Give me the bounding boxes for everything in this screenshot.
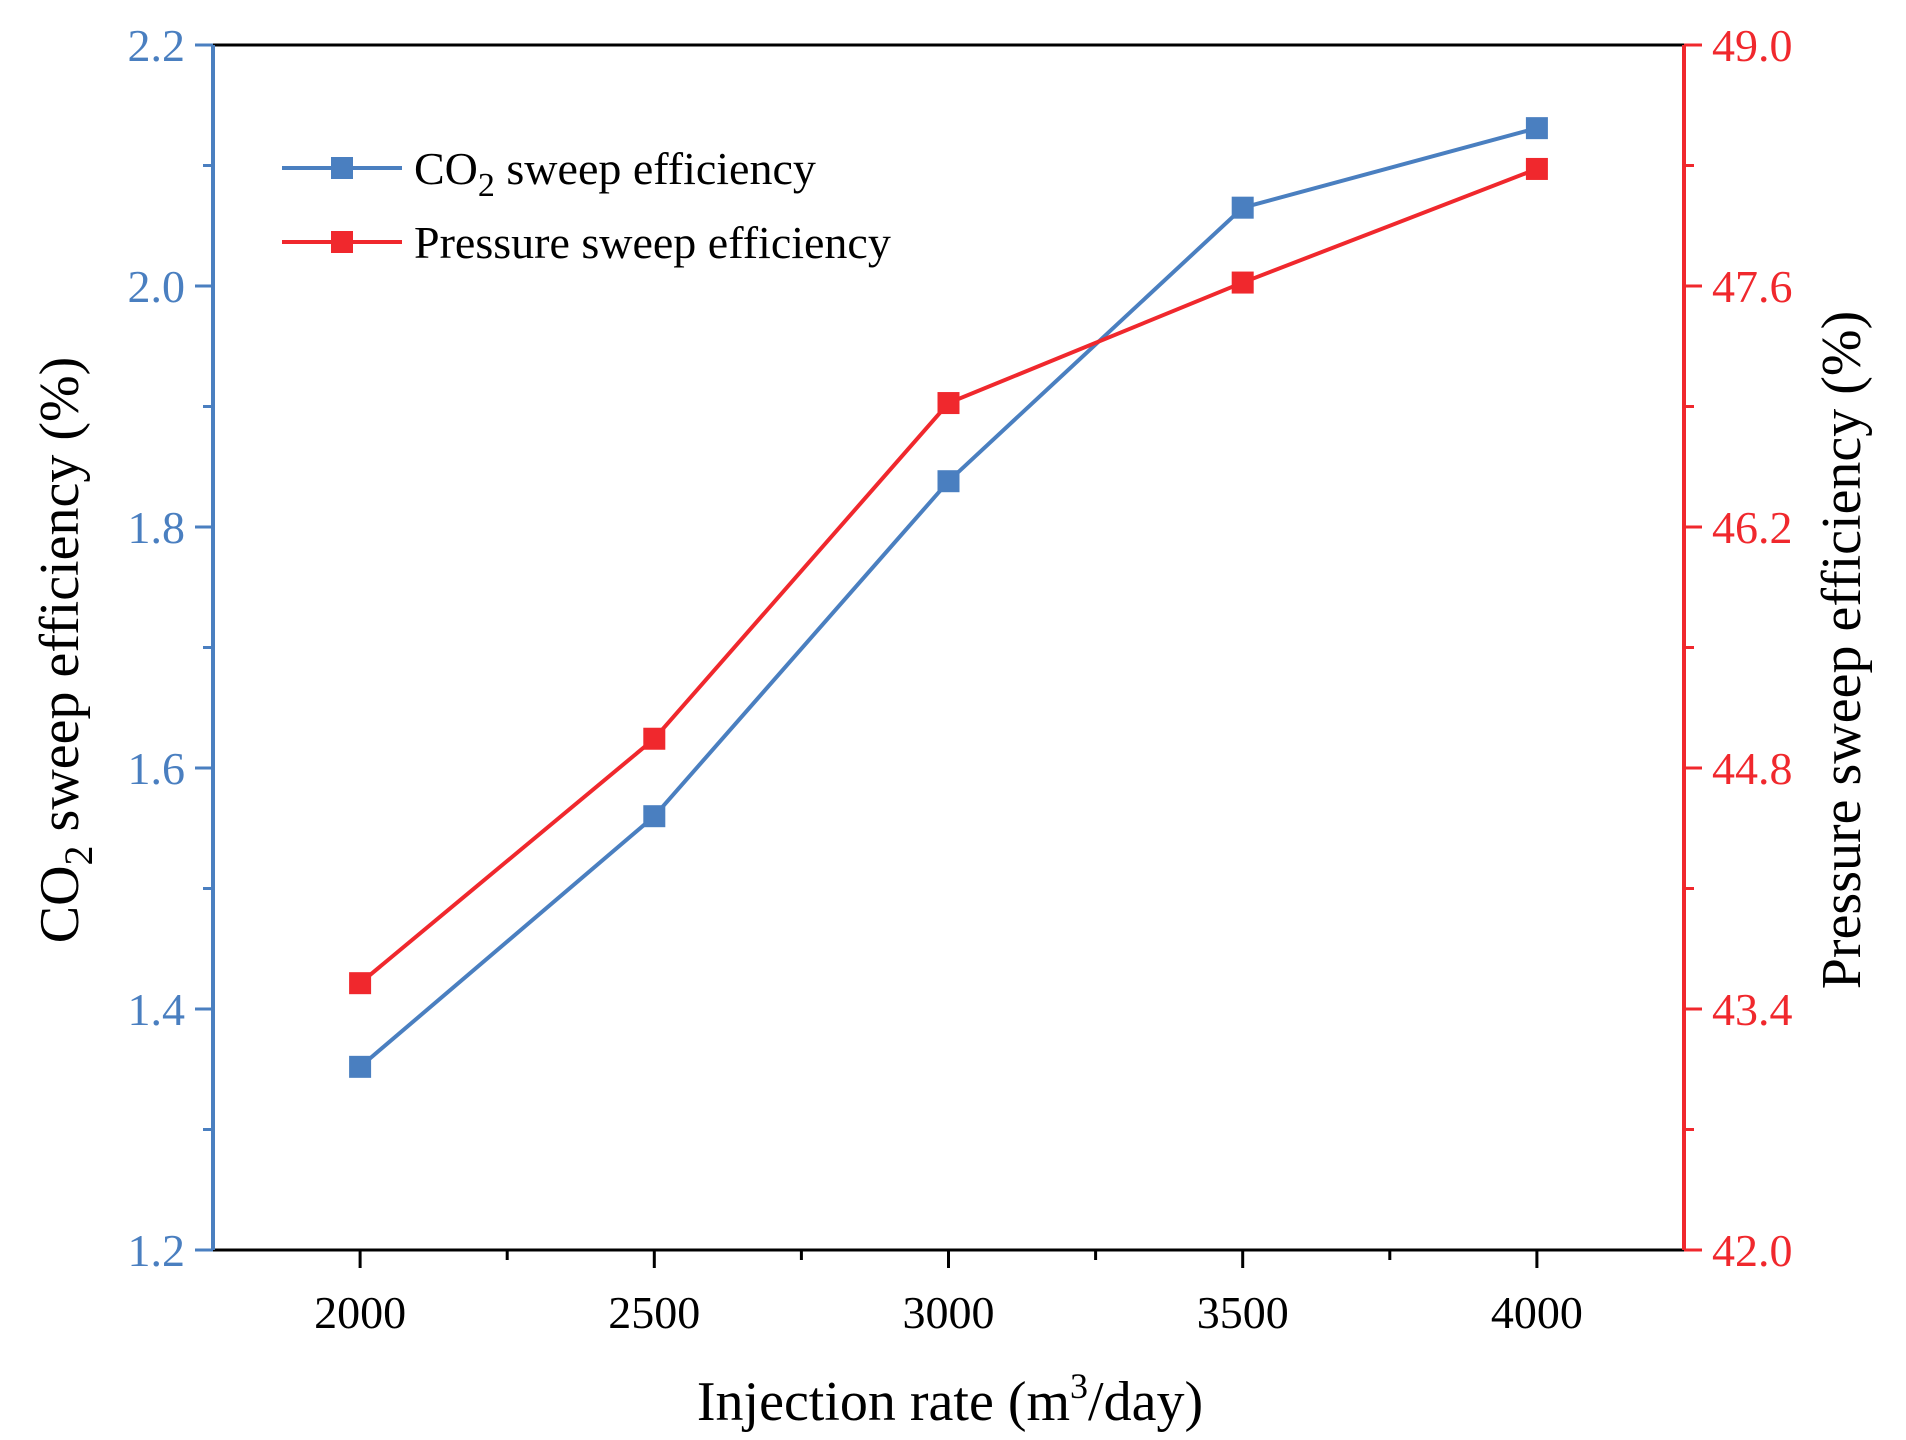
tick-marks [195,43,1702,1268]
right-tick-label: 47.6 [1712,261,1793,312]
left-tick-label: 1.2 [128,1225,186,1276]
x-axis-title-pre: Injection rate (m [697,1371,1070,1433]
left-tick-label: 1.8 [128,502,186,553]
tick-labels: 1.2 1.4 1.6 1.8 2.0 2.2 42.0 43.4 44.8 46.2 47.6 49… [128,20,1793,1338]
series-1-marker [349,1055,372,1078]
x-tick-label: 4000 [1491,1287,1583,1338]
series-1-marker [643,805,666,828]
x-tick-label: 3500 [1197,1287,1289,1338]
series-line-1 [358,126,1538,1069]
legend-label-text: CO [414,143,478,194]
series-2-marker [643,727,666,750]
x-tick-label: 2500 [608,1287,700,1338]
series-2-marker [1525,157,1548,180]
left-axis-title-pre: CO [29,865,91,943]
series-2-marker [349,972,372,995]
right-tick-label: 46.2 [1712,502,1793,553]
series-1-marker [1525,117,1548,140]
right-tick-label: 43.4 [1712,984,1793,1035]
right-axis-title: Pressure sweep efficiency (%) [1811,311,1873,989]
series-2-marker [1231,271,1254,294]
x-axis-title-sup: 3 [1070,1366,1088,1406]
left-axis-title-post: sweep efficiency (%) [29,357,91,846]
x-axis-title-post: /day) [1088,1371,1203,1433]
left-axis-title-sub: 2 [56,845,101,865]
legend-label-subscript: 2 [478,167,495,204]
x-axis-title: Injection rate (m3/day) [697,1366,1203,1433]
legend-label-1: CO2 sweep efficiency [414,143,816,204]
right-tick-label: 44.8 [1712,743,1793,794]
left-axis-title: CO2 sweep efficiency (%) [29,357,101,944]
left-tick-label: 1.6 [128,743,186,794]
legend-marker-2 [331,231,353,253]
left-tick-label: 2.0 [128,261,186,312]
x-tick-label: 3000 [903,1287,995,1338]
legend: CO2 sweep efficiency Pressure sweep effic… [282,143,891,268]
left-tick-label: 2.2 [128,20,186,71]
legend-label-2: Pressure sweep efficiency [414,217,891,268]
legend-marker-1 [331,157,353,179]
series-1-marker [937,470,960,493]
series-1-marker [1231,196,1254,219]
x-tick-label: 2000 [314,1287,406,1338]
left-tick-label: 1.4 [128,984,186,1035]
legend-label-text: Pressure sweep efficiency [414,217,891,268]
right-tick-label: 42.0 [1712,1225,1793,1276]
legend-label-rest: sweep efficiency [495,143,816,194]
data-series [349,117,1548,1078]
right-tick-label: 49.0 [1712,20,1793,71]
series-line-2 [358,167,1538,985]
series-2-marker [937,392,960,415]
